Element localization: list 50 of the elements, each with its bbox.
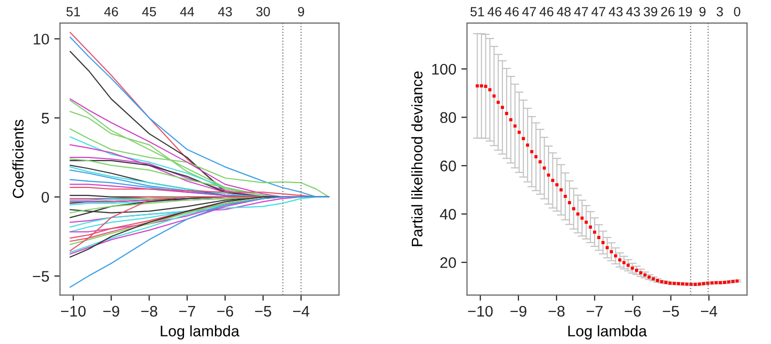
x-tick-label: −4	[700, 306, 718, 317]
x-tick-label: −9	[510, 306, 526, 317]
x-tick-label: −10	[61, 306, 86, 317]
y-tick-label: −5	[32, 271, 49, 282]
x-tick-label: −8	[141, 306, 158, 317]
text: 44	[180, 7, 194, 16]
y-tick-label: 100	[432, 64, 456, 75]
y-tick-label: 40	[440, 208, 456, 220]
text: 9	[298, 6, 304, 16]
x-tick-label: −5	[255, 306, 272, 317]
text: 30	[256, 6, 270, 16]
text: 43	[626, 6, 640, 16]
x-tick-label: −5	[662, 306, 679, 317]
y-axis-title: Coefficients	[12, 120, 24, 198]
text: 0	[734, 6, 740, 16]
y-tick-label: 60	[440, 160, 456, 172]
x-tick-label: −7	[179, 306, 196, 317]
text: 48	[556, 6, 571, 16]
text: 43	[608, 6, 623, 16]
text: 51	[470, 7, 484, 16]
text: 43	[218, 6, 232, 16]
x-axis-title: Log lambda	[160, 325, 240, 340]
text: 19	[678, 6, 692, 16]
y-tick-label: 0	[42, 192, 49, 203]
text: 46	[504, 6, 519, 16]
y-tick-label: 20	[440, 257, 456, 268]
text: 45	[142, 7, 156, 16]
x-axis-title: Log lambda	[568, 325, 647, 340]
text: 47	[522, 7, 536, 16]
x-tick-label: −9	[103, 306, 120, 317]
text: 46	[104, 6, 118, 16]
y-tick-label: 80	[440, 112, 456, 123]
y-axis-title: Partial likelihood deviance	[411, 71, 423, 246]
text: 3	[716, 6, 723, 16]
text: 46	[488, 6, 502, 16]
x-tick-label: −6	[624, 306, 641, 317]
text: 9	[699, 6, 706, 16]
y-tick-label: 10	[34, 34, 49, 45]
x-tick-label: −6	[217, 306, 234, 317]
text: 26	[661, 6, 675, 16]
text: 39	[644, 6, 658, 16]
x-tick-label: −7	[586, 306, 603, 317]
text: 47	[574, 7, 588, 16]
text: 47	[592, 7, 606, 16]
text: 51	[66, 7, 80, 16]
x-tick-label: −8	[548, 306, 565, 317]
text: 46	[540, 6, 554, 16]
y-tick-label: 5	[42, 112, 49, 124]
x-tick-label: −10	[468, 306, 493, 317]
x-tick-label: −4	[293, 306, 310, 317]
